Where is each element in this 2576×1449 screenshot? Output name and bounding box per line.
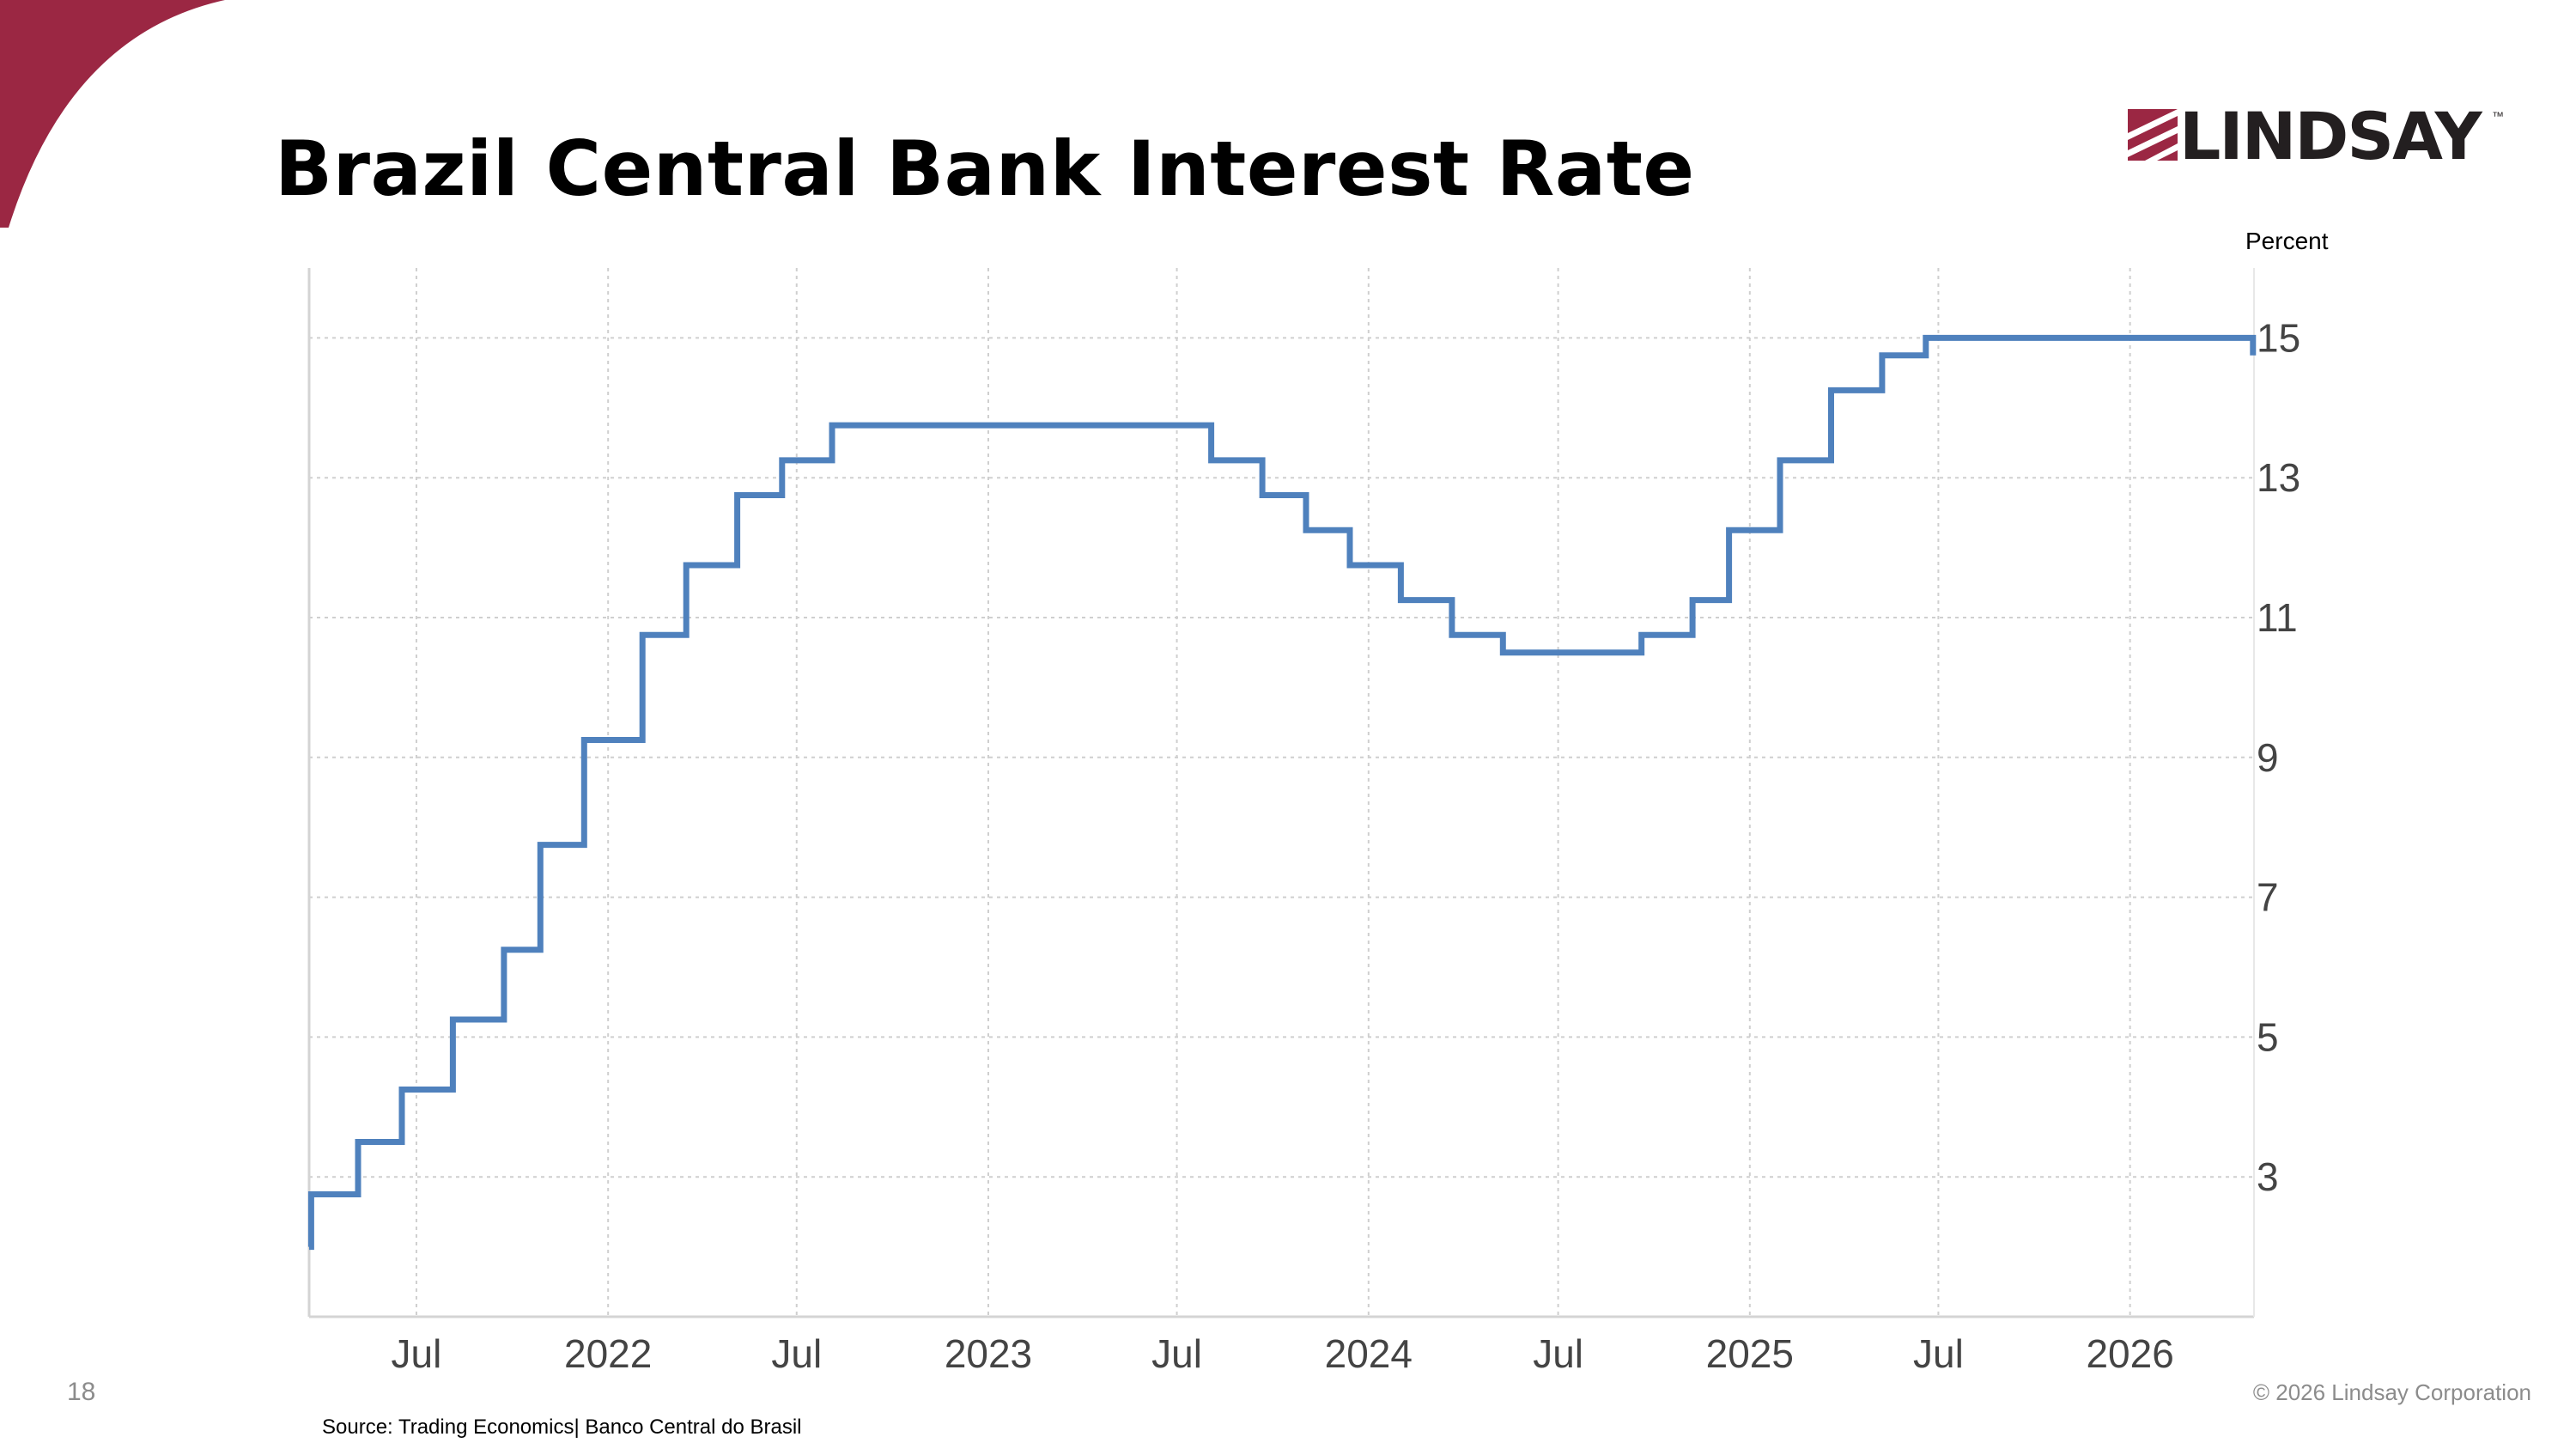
logo-stripe-2 <box>2128 133 2178 161</box>
y-tick-label: 11 <box>2257 595 2298 640</box>
logo-stripe-0 <box>2128 109 2178 133</box>
y-axis-label: Percent <box>2245 228 2329 254</box>
y-tick-label: 13 <box>2257 455 2300 500</box>
x-tick-label: 2024 <box>1325 1331 1413 1376</box>
vertical-gridlines <box>415 268 2131 1317</box>
page-number: 18 <box>67 1378 96 1406</box>
series-line-0 <box>307 334 2257 1251</box>
x-tick-label: Jul <box>392 1331 442 1376</box>
y-tick-labels: 3 5 7 9 11 13 15 <box>2257 315 2300 1199</box>
x-tick-label: Jul <box>771 1331 822 1376</box>
x-tick-label: 2026 <box>2086 1331 2173 1376</box>
logo-trademark: ™ <box>2492 109 2504 123</box>
logo-stripe-1 <box>2128 116 2178 150</box>
y-tick-label: 15 <box>2257 315 2300 360</box>
logo-stripe-3 <box>2157 150 2178 161</box>
y-tick-label: 9 <box>2257 735 2279 780</box>
corner-decoration <box>0 0 225 228</box>
source-note: Source: Trading Economics| Banco Central… <box>322 1416 802 1439</box>
slide-title: Brazil Central Bank Interest Rate <box>275 125 1695 213</box>
lindsay-logo-text: LINDSAY <box>2179 98 2482 174</box>
x-tick-labels: Jul 2022 Jul 2023 Jul 2024 Jul 2025 Jul 2026 <box>392 1331 2174 1376</box>
y-tick-label: 5 <box>2257 1014 2279 1059</box>
horizontal-gridlines <box>309 337 2254 1178</box>
y-tick-label: 7 <box>2257 875 2279 920</box>
x-tick-label: Jul <box>1533 1331 1583 1376</box>
y-tick-label: 3 <box>2257 1154 2279 1199</box>
series-layer <box>307 334 2257 1251</box>
x-tick-label: Jul <box>1151 1331 1202 1376</box>
copyright-notice: © 2026 Lindsay Corporation <box>2252 1379 2531 1405</box>
chart-axes <box>307 268 2255 1318</box>
x-tick-label: Jul <box>1913 1331 1964 1376</box>
x-tick-label: 2025 <box>1706 1331 1794 1376</box>
x-tick-label: 2022 <box>564 1331 652 1376</box>
lindsay-logo-icon <box>2128 109 2178 161</box>
x-tick-label: 2023 <box>945 1331 1032 1376</box>
